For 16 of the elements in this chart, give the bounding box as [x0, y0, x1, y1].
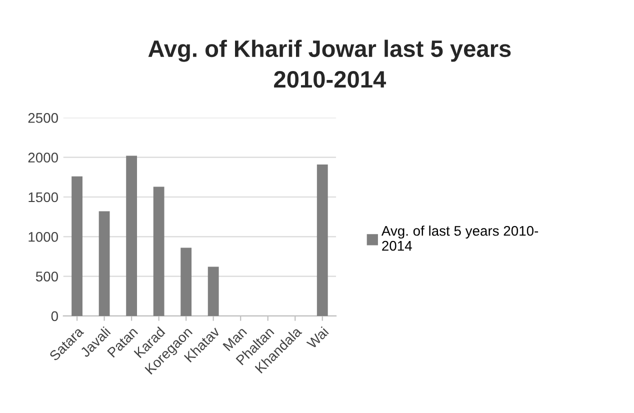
- y-tick-label: 500: [36, 272, 58, 282]
- bar: [208, 266, 219, 316]
- y-tick-label: 0: [51, 311, 58, 322]
- x-tick-label: Wai: [306, 326, 329, 350]
- y-tick-label: 1500: [28, 192, 58, 202]
- bar: [180, 248, 192, 316]
- bar: [153, 186, 164, 316]
- y-tick-label: 2000: [28, 152, 58, 163]
- y-tick-label: 2500: [28, 113, 58, 123]
- bar: [72, 176, 82, 316]
- bar: [98, 211, 110, 316]
- legend-label: Avg. of last 5 years 2010- 2014: [381, 226, 538, 251]
- bar: [316, 164, 328, 316]
- chart-title: Avg. of Kharif Jowar last 5 years 2010-2014: [148, 40, 511, 88]
- bar: [126, 156, 138, 316]
- y-tick-label: 1000: [28, 232, 58, 242]
